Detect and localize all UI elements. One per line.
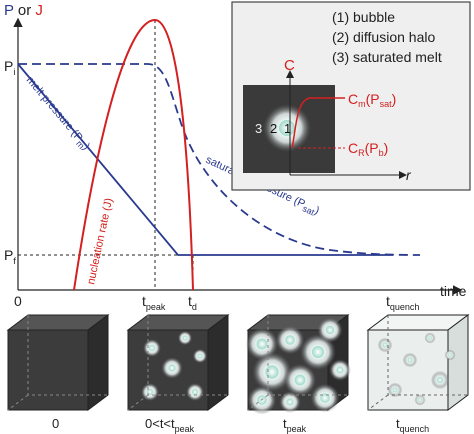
cube-bubble bbox=[448, 353, 452, 357]
cube bbox=[126, 314, 230, 411]
cm-sub2: sat bbox=[380, 99, 393, 109]
x-label-main: 0 bbox=[14, 293, 22, 309]
y-axis-label: P or J bbox=[4, 2, 43, 19]
cube-bubble bbox=[256, 338, 268, 350]
melt-label: melt pressure (Pm) bbox=[22, 74, 92, 153]
y-label-sub: i bbox=[13, 67, 15, 77]
p-label: P bbox=[4, 2, 14, 19]
cube-bubble bbox=[382, 342, 388, 348]
stage-sub: peak bbox=[175, 424, 195, 434]
bubble bbox=[279, 120, 295, 136]
stage-main: 0 bbox=[52, 416, 59, 431]
stage-label: 0 bbox=[52, 416, 59, 431]
nucleation-label: nucleation rate (J) bbox=[85, 197, 115, 286]
x-label-sub: quench bbox=[390, 302, 420, 312]
x-axis-title: time bbox=[440, 283, 467, 299]
melt-pressure-curve bbox=[17, 63, 393, 256]
cube-bubble bbox=[320, 393, 330, 403]
x-label-sub: d bbox=[192, 302, 197, 312]
x-label: tquench bbox=[386, 293, 419, 312]
melt-label-main: melt pressure (P bbox=[24, 74, 85, 144]
cube-bubble bbox=[312, 346, 324, 358]
cube-bubble bbox=[294, 374, 306, 386]
cube-bubble bbox=[437, 377, 443, 383]
cube-bubble bbox=[428, 336, 432, 340]
y-label-main: P bbox=[4, 58, 13, 74]
cr-label: CR(Pb) bbox=[348, 140, 388, 158]
melt-label-end: ) bbox=[80, 142, 92, 153]
cr-sub2: b bbox=[379, 148, 384, 158]
cr-sub: R bbox=[358, 148, 365, 158]
cube-bubble bbox=[192, 389, 198, 395]
cm-mid: (P bbox=[366, 91, 380, 107]
cm-main: C bbox=[348, 91, 358, 107]
cube-side bbox=[207, 314, 229, 411]
c-axis-label: C bbox=[284, 57, 295, 74]
stage-label: 0<t<tpeak bbox=[145, 416, 195, 434]
x-label: 0 bbox=[14, 293, 22, 309]
inset: (1) bubble (2) diffusion halo (3) satura… bbox=[231, 1, 471, 191]
stage-main: t bbox=[396, 416, 400, 431]
stage-main: 0<t<t bbox=[145, 416, 175, 431]
x-label: tpeak bbox=[142, 293, 166, 312]
cube-bubble bbox=[149, 345, 155, 351]
cube-hidden-edge bbox=[127, 394, 149, 411]
x-label: td bbox=[188, 293, 197, 312]
saturation-label-end: ) bbox=[313, 205, 321, 217]
nucleation-curve bbox=[73, 18, 194, 291]
zone-label: 3 bbox=[255, 121, 262, 136]
stage-label: tquench bbox=[396, 416, 429, 434]
y-label-main: P bbox=[4, 247, 13, 263]
cm-sub: m bbox=[358, 99, 366, 109]
cube-bubble bbox=[336, 366, 344, 374]
cm-label: Cm(Psat) bbox=[348, 91, 396, 109]
cube-hidden-edge bbox=[367, 394, 389, 411]
cube-bubble bbox=[285, 335, 295, 345]
zone-label: 1 bbox=[284, 121, 291, 136]
x-label-main: t bbox=[142, 293, 146, 309]
cube-bubble bbox=[168, 364, 176, 372]
cube bbox=[245, 314, 351, 415]
x-label-main: t bbox=[386, 293, 390, 309]
x-label-main: t bbox=[188, 293, 192, 309]
cube-side bbox=[87, 314, 109, 411]
or-label: or bbox=[18, 2, 31, 19]
legend-item: (3) saturated melt bbox=[332, 49, 442, 65]
cr-end: ) bbox=[384, 140, 389, 156]
cube-hidden-edge bbox=[247, 394, 269, 411]
cube bbox=[6, 314, 110, 411]
stage-main: t bbox=[283, 416, 287, 431]
x-label-sub: peak bbox=[146, 302, 166, 312]
cube-bubble bbox=[392, 387, 398, 393]
saturation-label-sub: sat bbox=[301, 203, 317, 217]
y-label-sub: f bbox=[13, 256, 16, 266]
legend-item: (2) diffusion halo bbox=[332, 29, 435, 45]
saturation-pressure-curve bbox=[18, 63, 421, 256]
y-label: Pf bbox=[4, 247, 16, 266]
stage-sub: quench bbox=[400, 424, 430, 434]
cube-bubble bbox=[265, 365, 279, 379]
legend-item: (1) bubble bbox=[332, 9, 395, 25]
cube-bubble bbox=[197, 353, 203, 359]
cube-hidden-edge bbox=[7, 394, 29, 411]
stage-label: tpeak bbox=[283, 416, 307, 434]
y-label: Pi bbox=[4, 58, 15, 77]
zone-label: 2 bbox=[270, 121, 277, 136]
cube-bubble bbox=[182, 335, 188, 341]
r-axis-label: r bbox=[406, 167, 412, 183]
cube-side bbox=[447, 314, 469, 411]
cube bbox=[366, 314, 470, 411]
cube-front bbox=[7, 329, 89, 411]
cube-bubble bbox=[407, 357, 413, 363]
cube-bubble bbox=[325, 325, 335, 335]
cube-bubble bbox=[286, 398, 294, 406]
stage-sub: peak bbox=[287, 424, 307, 434]
concentration-profile bbox=[291, 97, 345, 149]
j-label: J bbox=[35, 2, 43, 19]
cr-main: C bbox=[348, 140, 358, 156]
cube-bubble bbox=[418, 398, 422, 402]
cr-mid: (P bbox=[365, 140, 379, 156]
cm-end: ) bbox=[392, 91, 397, 107]
